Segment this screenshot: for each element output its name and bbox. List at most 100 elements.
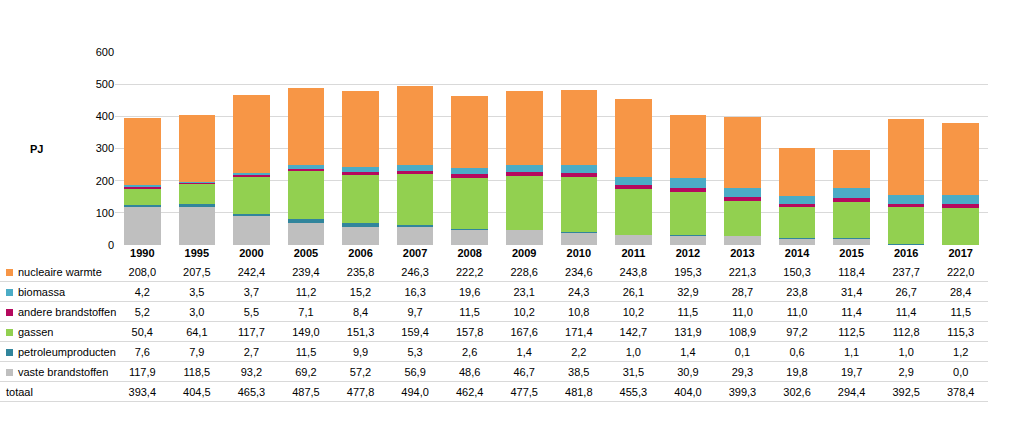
html-text:151,3: 151,3 — [346, 325, 375, 338]
html-text:237,7: 237,7 — [892, 265, 920, 278]
svg-text:2007: 2007 — [403, 247, 427, 259]
html-text:23,1: 23,1 — [513, 285, 535, 298]
html-text:2,6: 2,6 — [462, 345, 478, 358]
svg-text:2010: 2010 — [567, 247, 591, 259]
svg-text:400: 400 — [96, 110, 114, 122]
svg-text:600: 600 — [96, 46, 114, 58]
svg-text:2008: 2008 — [457, 247, 481, 259]
html-text:112,8: 112,8 — [892, 325, 920, 338]
svg-text:2005: 2005 — [294, 247, 318, 259]
html-text:3,7: 3,7 — [243, 285, 259, 298]
svg-text:PJ: PJ — [30, 143, 43, 155]
html-text:31,4: 31,4 — [840, 285, 863, 298]
html-text:221,3: 221,3 — [728, 265, 757, 278]
html-text:3,0: 3,0 — [189, 305, 205, 318]
html-text:118,4: 118,4 — [838, 265, 865, 278]
html-text:26,1: 26,1 — [622, 285, 644, 298]
html-text:11,0: 11,0 — [786, 305, 808, 318]
svg-text:200: 200 — [96, 175, 114, 187]
html-text:5,5: 5,5 — [243, 305, 259, 318]
html-text:11,2: 11,2 — [295, 285, 317, 298]
html-text:4,2: 4,2 — [134, 285, 150, 298]
html-text:15,2: 15,2 — [349, 285, 372, 298]
html-text:2,7: 2,7 — [243, 345, 259, 358]
html-text:64,1: 64,1 — [186, 325, 208, 338]
html-text:5,2: 5,2 — [134, 305, 150, 318]
html-text:16,3: 16,3 — [404, 285, 426, 298]
html-text:207,5: 207,5 — [183, 265, 211, 278]
html-text:23,8: 23,8 — [786, 285, 808, 298]
html-text:11,4: 11,4 — [841, 305, 862, 318]
html-text:11,4: 11,4 — [895, 305, 917, 318]
html-text:11,5: 11,5 — [295, 345, 317, 358]
svg-text:2016: 2016 — [894, 247, 918, 259]
html-text:biomassa: biomassa — [18, 285, 66, 298]
svg-text:500: 500 — [96, 78, 114, 90]
html-text:246,3: 246,3 — [401, 265, 429, 278]
html-text:28,4: 28,4 — [950, 285, 972, 298]
html-text:149,0: 149,0 — [292, 325, 320, 338]
html-text:petroleumproducten: petroleumproducten — [18, 345, 116, 358]
html-text:222,0: 222,0 — [947, 265, 975, 278]
html-text:11,5: 11,5 — [459, 305, 480, 318]
svg-text:0: 0 — [108, 239, 114, 251]
html-text:142,7: 142,7 — [619, 325, 648, 338]
html-text:234,6: 234,6 — [565, 265, 593, 278]
svg-text:2009: 2009 — [512, 247, 536, 259]
html-text:10,8: 10,8 — [568, 305, 590, 318]
html-text:222,2: 222,2 — [455, 265, 484, 278]
html-text:9,9: 9,9 — [352, 345, 369, 358]
html-text:228,6: 228,6 — [510, 265, 538, 278]
html-text:115,3: 115,3 — [947, 325, 975, 338]
html-text:243,8: 243,8 — [619, 265, 648, 278]
html-text:3,5: 3,5 — [189, 285, 205, 298]
html-text:117,7: 117,7 — [238, 325, 265, 338]
svg-text:1995: 1995 — [185, 247, 209, 259]
html-text:andere brandstoffen: andere brandstoffen — [18, 305, 117, 318]
html-text:32,9: 32,9 — [677, 285, 699, 298]
svg-text:100: 100 — [96, 207, 114, 219]
html-text:131,9: 131,9 — [674, 325, 702, 338]
html-text:8,4: 8,4 — [352, 305, 369, 318]
html-text:11,5: 11,5 — [950, 305, 971, 318]
html-text:5,3: 5,3 — [407, 345, 423, 358]
html-text:167,6: 167,6 — [510, 325, 538, 338]
html-text:108,9: 108,9 — [728, 325, 757, 338]
svg-text:1990: 1990 — [130, 247, 154, 259]
html-text:50,4: 50,4 — [131, 325, 153, 338]
svg-text:2014: 2014 — [785, 247, 810, 259]
html-text:171,4: 171,4 — [565, 325, 593, 338]
html-text:gassen: gassen — [18, 325, 54, 338]
html-text:28,7: 28,7 — [731, 285, 754, 298]
html-text:7,1: 7,1 — [298, 305, 314, 318]
html-text:19,6: 19,6 — [458, 285, 481, 298]
html-text:10,2: 10,2 — [622, 305, 644, 318]
svg-text:2013: 2013 — [730, 247, 754, 259]
svg-text:2017: 2017 — [948, 247, 972, 259]
html-text:208,0: 208,0 — [128, 265, 156, 278]
svg-text:2015: 2015 — [839, 247, 863, 259]
html-text:26,7: 26,7 — [895, 285, 917, 298]
html-text:11,5: 11,5 — [677, 305, 699, 318]
html-text:157,8: 157,8 — [455, 325, 484, 338]
svg-text:300: 300 — [96, 142, 114, 154]
html-text:97,2: 97,2 — [786, 325, 808, 338]
html-text:235,8: 235,8 — [346, 265, 375, 278]
html-text:112,5: 112,5 — [838, 325, 865, 338]
svg-text:2006: 2006 — [348, 247, 372, 259]
html-text:239,4: 239,4 — [292, 265, 320, 278]
html-text:24,3: 24,3 — [568, 285, 590, 298]
svg-text:2012: 2012 — [676, 247, 700, 259]
html-text:9,7: 9,7 — [407, 305, 423, 318]
svg-text:2011: 2011 — [621, 247, 645, 259]
html-text:7,6: 7,6 — [134, 345, 150, 358]
html-text:7,9: 7,9 — [189, 345, 205, 358]
html-text:195,3: 195,3 — [674, 265, 702, 278]
html-text:242,4: 242,4 — [237, 265, 266, 278]
html-text:nucleaire warmte: nucleaire warmte — [18, 265, 102, 278]
html-text:159,4: 159,4 — [401, 325, 429, 338]
html-text:10,2: 10,2 — [513, 305, 535, 318]
svg-text:2000: 2000 — [239, 247, 263, 259]
html-text:150,3: 150,3 — [783, 265, 811, 278]
html-text:11,0: 11,0 — [732, 305, 753, 318]
